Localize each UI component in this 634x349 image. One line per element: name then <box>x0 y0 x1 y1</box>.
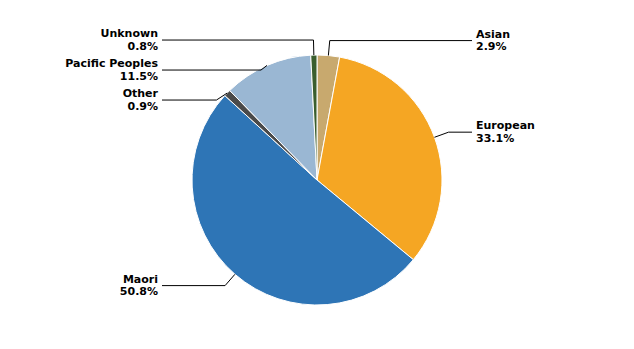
leader-line <box>162 40 314 55</box>
leader-line <box>162 65 267 70</box>
leader-line <box>434 132 472 137</box>
data-label: Asian2.9% <box>476 28 510 54</box>
data-label: Maori50.8% <box>120 273 158 299</box>
labels: Asian2.9% European33.1% Maori50.8% Other0.9… <box>65 27 535 298</box>
slice <box>311 55 317 180</box>
label-category: European <box>476 119 535 132</box>
label-value: 0.9% <box>127 100 158 113</box>
label-value: 2.9% <box>476 40 507 53</box>
data-label: Unknown0.8% <box>101 27 158 53</box>
leader-line <box>162 93 227 100</box>
chart: Asian2.9% European33.1% Maori50.8% Other0.9… <box>0 0 634 349</box>
label-value: 50.8% <box>120 285 158 298</box>
label-category: Other <box>123 87 159 100</box>
slice <box>230 55 317 180</box>
label-category: Pacific Peoples <box>65 57 158 70</box>
label-value: 0.8% <box>127 40 158 53</box>
leader-line <box>328 41 472 56</box>
data-label: Pacific Peoples11.5% <box>65 57 158 83</box>
data-label: European33.1% <box>476 119 535 145</box>
label-category: Maori <box>123 273 158 286</box>
data-label: Other0.9% <box>123 87 159 113</box>
leader-line <box>162 274 235 285</box>
label-category: Unknown <box>101 27 158 40</box>
label-value: 33.1% <box>476 132 514 145</box>
label-category: Asian <box>476 28 510 41</box>
pie <box>192 55 442 305</box>
label-value: 11.5% <box>120 70 158 83</box>
